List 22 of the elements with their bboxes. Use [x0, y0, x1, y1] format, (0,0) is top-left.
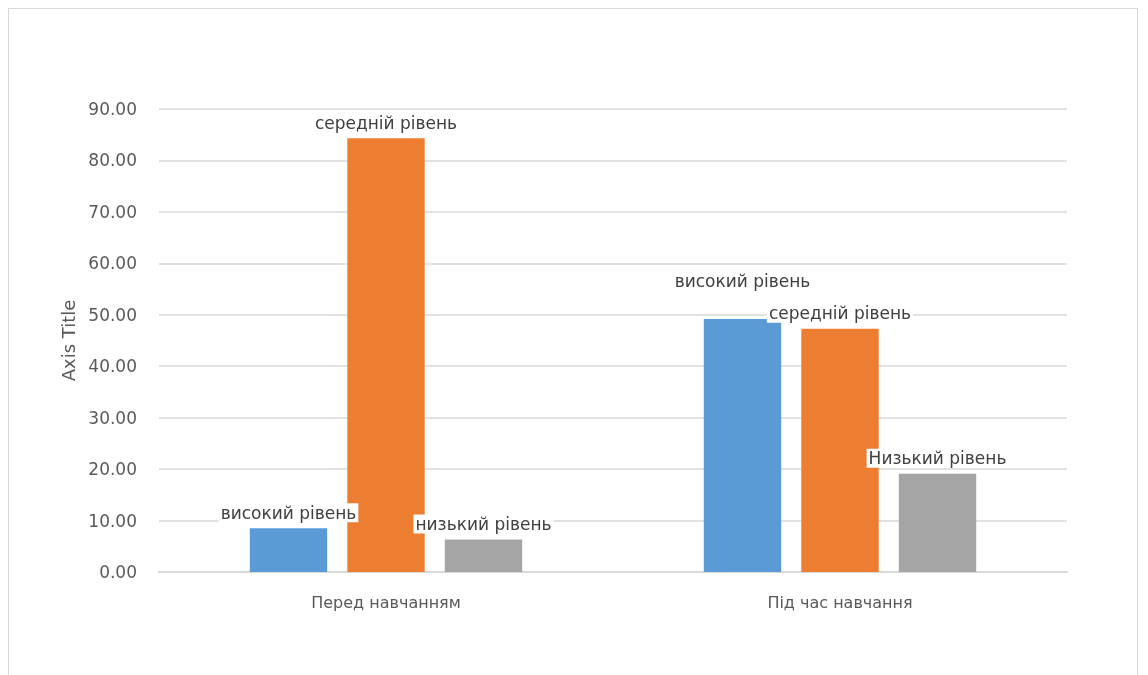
- bar: [249, 528, 328, 572]
- x-tick-label: Під час навчання: [767, 592, 913, 612]
- y-tick-label: 80.00: [88, 150, 137, 171]
- y-tick-label: 90.00: [88, 99, 137, 119]
- y-tick-label: 50.00: [88, 304, 137, 325]
- data-label: середній рівень: [314, 112, 458, 133]
- y-tick-label: 0.00: [99, 562, 137, 582]
- bar: [898, 473, 977, 572]
- y-tick-label: 10.00: [88, 510, 137, 531]
- data-label: високий рівень: [220, 502, 357, 523]
- y-tick-label: 60.00: [88, 253, 137, 274]
- y-tick-label: 30.00: [88, 407, 137, 428]
- data-label: Низький рівень: [868, 448, 1007, 469]
- y-axis-title: Axis Title: [57, 299, 79, 382]
- data-label: низький рівень: [415, 514, 552, 535]
- y-tick-label: 40.00: [88, 356, 137, 377]
- data-label: середній рівень: [768, 303, 912, 324]
- y-tick-label: 20.00: [88, 459, 137, 480]
- bar: [444, 539, 523, 572]
- y-tick-label: 70.00: [88, 201, 137, 222]
- x-tick-label: Перед навчанням: [311, 592, 461, 612]
- data-label: високий рівень: [674, 271, 811, 292]
